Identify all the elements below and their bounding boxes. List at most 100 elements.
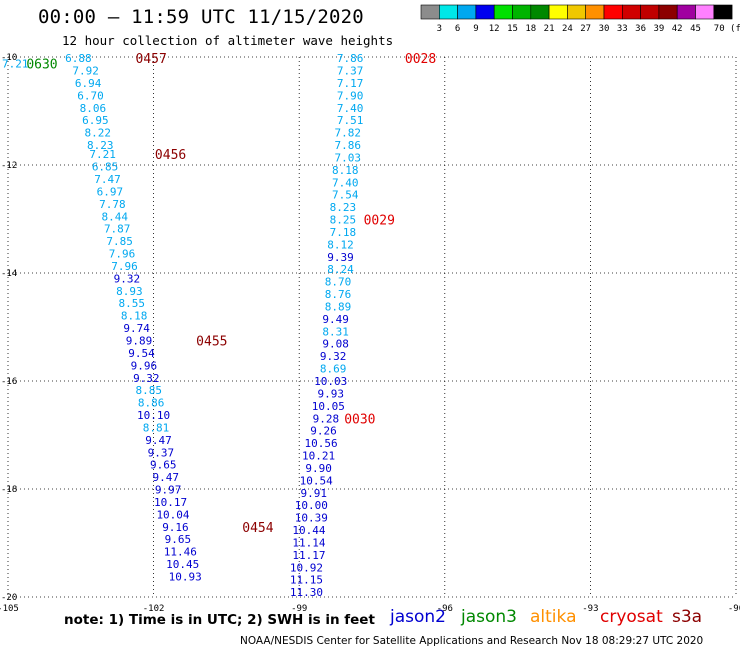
- wave-height-label: 9.32: [114, 272, 141, 285]
- wave-height-label: 7.54: [332, 189, 359, 202]
- scale-swatch: [621, 4, 641, 20]
- scale-label: 12: [489, 24, 500, 34]
- wave-height-label: 7.51: [337, 114, 364, 127]
- wave-height-label: 9.47: [152, 471, 179, 484]
- wave-height-label: 8.22: [85, 127, 112, 140]
- wave-height-label: 7.21: [2, 57, 29, 70]
- wave-height-label: 11.17: [292, 549, 325, 562]
- wave-height-label: 6.70: [77, 89, 104, 102]
- pass-time-label: 0029: [364, 214, 395, 229]
- scale-label: 45: [690, 24, 701, 34]
- wave-height-label: 7.03: [334, 151, 361, 164]
- y-tick-label: -12: [1, 161, 17, 171]
- scale-swatch: [713, 4, 733, 20]
- y-tick-label: -18: [1, 485, 17, 495]
- scale-label: 3: [437, 24, 442, 34]
- wave-height-label: 6.85: [92, 161, 119, 174]
- pass-time-label: 0457: [136, 52, 167, 67]
- wave-height-label: 10.54: [300, 474, 333, 487]
- wave-height-label: 8.69: [320, 363, 347, 376]
- wave-height-label: 9.90: [305, 462, 332, 475]
- scale-label: 30: [599, 24, 610, 34]
- footer-note: note: 1) Time is in UTC; 2) SWH is in fe…: [64, 612, 375, 628]
- pass-time-label: 0030: [344, 412, 375, 427]
- scale-label: 15: [507, 24, 518, 34]
- wave-height-label: 10.93: [169, 570, 202, 583]
- wave-height-label: 10.45: [166, 558, 199, 571]
- credit-line: NOAA/NESDIS Center for Satellite Applica…: [240, 635, 704, 647]
- wave-height-label: 7.40: [332, 176, 359, 189]
- wave-height-label: 9.93: [317, 387, 344, 400]
- satellite-legend-item: altika: [530, 607, 577, 627]
- wave-height-label: 8.24: [327, 263, 354, 276]
- wave-height-label: 10.39: [295, 512, 328, 525]
- wave-height-label: 9.37: [148, 446, 175, 459]
- scale-label: 24: [562, 24, 573, 34]
- x-tick-label: -93: [582, 604, 598, 614]
- wave-height-label: 8.76: [325, 288, 352, 301]
- wave-height-label: 9.32: [133, 372, 160, 385]
- wave-height-label: 10.00: [295, 499, 328, 512]
- wave-height-label: 7.96: [111, 260, 138, 273]
- wave-height-label: 8.18: [121, 310, 148, 323]
- wave-height-label: 11.14: [292, 536, 325, 549]
- wave-height-label: 10.21: [302, 450, 335, 463]
- scale-swatch: [676, 4, 696, 20]
- wave-height-label: 8.23: [330, 201, 357, 214]
- scale-label: 36: [635, 24, 646, 34]
- wave-height-label: 11.46: [164, 546, 197, 559]
- wave-height-label: 7.21: [89, 148, 116, 161]
- wave-height-label: 6.97: [97, 185, 124, 198]
- scale-swatch: [585, 4, 605, 20]
- page-subtitle: 12 hour collection of altimeter wave hei…: [62, 33, 394, 48]
- wave-height-label: 9.32: [320, 350, 347, 363]
- wave-height-label: 8.55: [119, 297, 146, 310]
- wave-height-label: 6.94: [75, 77, 102, 90]
- wave-height-label: 7.82: [334, 127, 361, 140]
- scale-label: 6: [455, 24, 460, 34]
- wave-height-label: 8.31: [322, 325, 349, 338]
- scale-swatch: [420, 4, 440, 20]
- wave-height-label: 7.47: [94, 173, 121, 186]
- y-tick-label: -16: [1, 377, 17, 387]
- wave-height-label: 6.95: [82, 114, 109, 127]
- scale-label: 33: [617, 24, 628, 34]
- satellite-legend-item: jason2: [390, 607, 446, 627]
- wave-height-label: 8.23: [87, 139, 114, 152]
- satellite-legend-item: cryosat: [600, 607, 663, 627]
- wave-height-label: 8.93: [116, 285, 143, 298]
- wave-height-label: 10.10: [137, 409, 170, 422]
- scale-label: 39: [653, 24, 664, 34]
- wave-height-label: 10.03: [314, 375, 347, 388]
- y-tick-label: -14: [1, 269, 17, 279]
- wave-height-label: 8.06: [80, 102, 107, 115]
- scale-swatch: [438, 4, 458, 20]
- scale-swatch: [475, 4, 495, 20]
- wave-height-label: 7.87: [104, 223, 131, 236]
- wave-height-label: 9.47: [145, 434, 172, 447]
- x-tick-label: -96: [437, 604, 453, 614]
- wave-height-label: 10.04: [156, 508, 189, 521]
- wave-height-label: 9.89: [126, 335, 153, 348]
- wave-height-label: 9.54: [128, 347, 155, 360]
- scale-label: 21: [544, 24, 555, 34]
- wave-height-label: 9.97: [155, 484, 182, 497]
- wave-height-label: 7.96: [109, 248, 136, 261]
- wave-height-label: 10.56: [304, 437, 337, 450]
- wave-height-label: 7.78: [99, 198, 126, 211]
- wave-height-label: 10.17: [154, 496, 187, 509]
- scale-label: 18: [525, 24, 536, 34]
- wave-height-label: 9.39: [327, 251, 354, 264]
- scale-swatch: [695, 4, 715, 20]
- wave-height-label: 8.25: [330, 214, 357, 227]
- scale-swatch: [493, 4, 513, 20]
- wave-height-label: 10.05: [312, 400, 345, 413]
- wave-height-label: 9.08: [322, 338, 349, 351]
- wave-height-label: 6.88: [65, 52, 92, 65]
- satellite-legend-item: s3a: [672, 607, 703, 627]
- wave-height-label: 9.28: [313, 412, 340, 425]
- wave-height-label: 9.65: [150, 459, 177, 472]
- pass-time-label: 0455: [196, 335, 227, 350]
